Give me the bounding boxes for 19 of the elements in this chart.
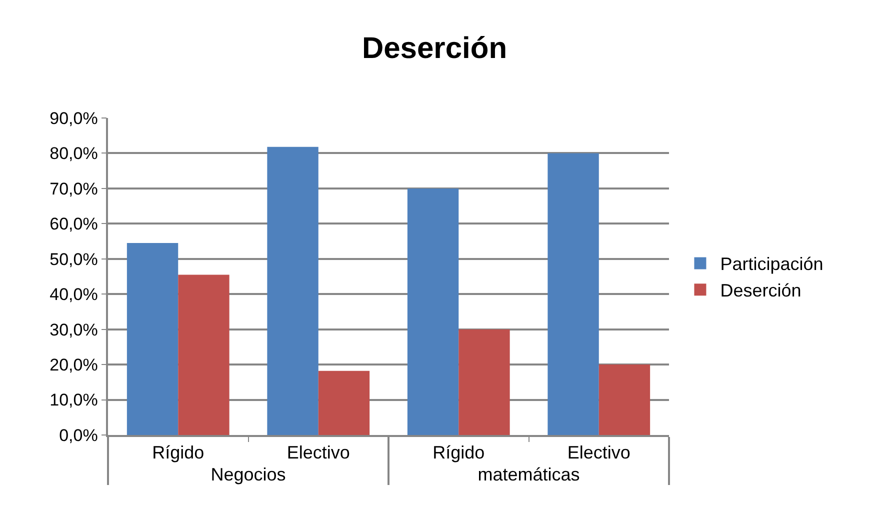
y-tick-label: 0,0%	[59, 426, 98, 445]
y-tick-label: 10,0%	[50, 390, 98, 410]
y-tick-label: 90,0%	[50, 108, 98, 128]
text: matemáticas	[478, 464, 580, 484]
y-tick-label: 60,0%	[50, 214, 98, 234]
chart-title: Deserción	[362, 32, 508, 66]
y-tick-label: 20,0%	[50, 356, 98, 375]
legend-label: Deserción	[720, 280, 802, 301]
y-tick-label: 50,0%	[50, 250, 98, 269]
y-tick-label: 40,0%	[50, 285, 98, 304]
x-tick-label: Rígido	[152, 442, 204, 462]
x-tick-label: Electivo	[567, 442, 630, 462]
y-tick-label: 70,0%	[50, 179, 98, 198]
y-tick-label: 80,0%	[50, 144, 98, 164]
legend-label: Participación	[720, 254, 824, 274]
text: Negocios	[210, 464, 286, 484]
y-tick-label: 30,0%	[50, 320, 98, 340]
x-tick-label: Rígido	[432, 442, 485, 462]
x-tick-label: Electivo	[286, 442, 350, 462]
